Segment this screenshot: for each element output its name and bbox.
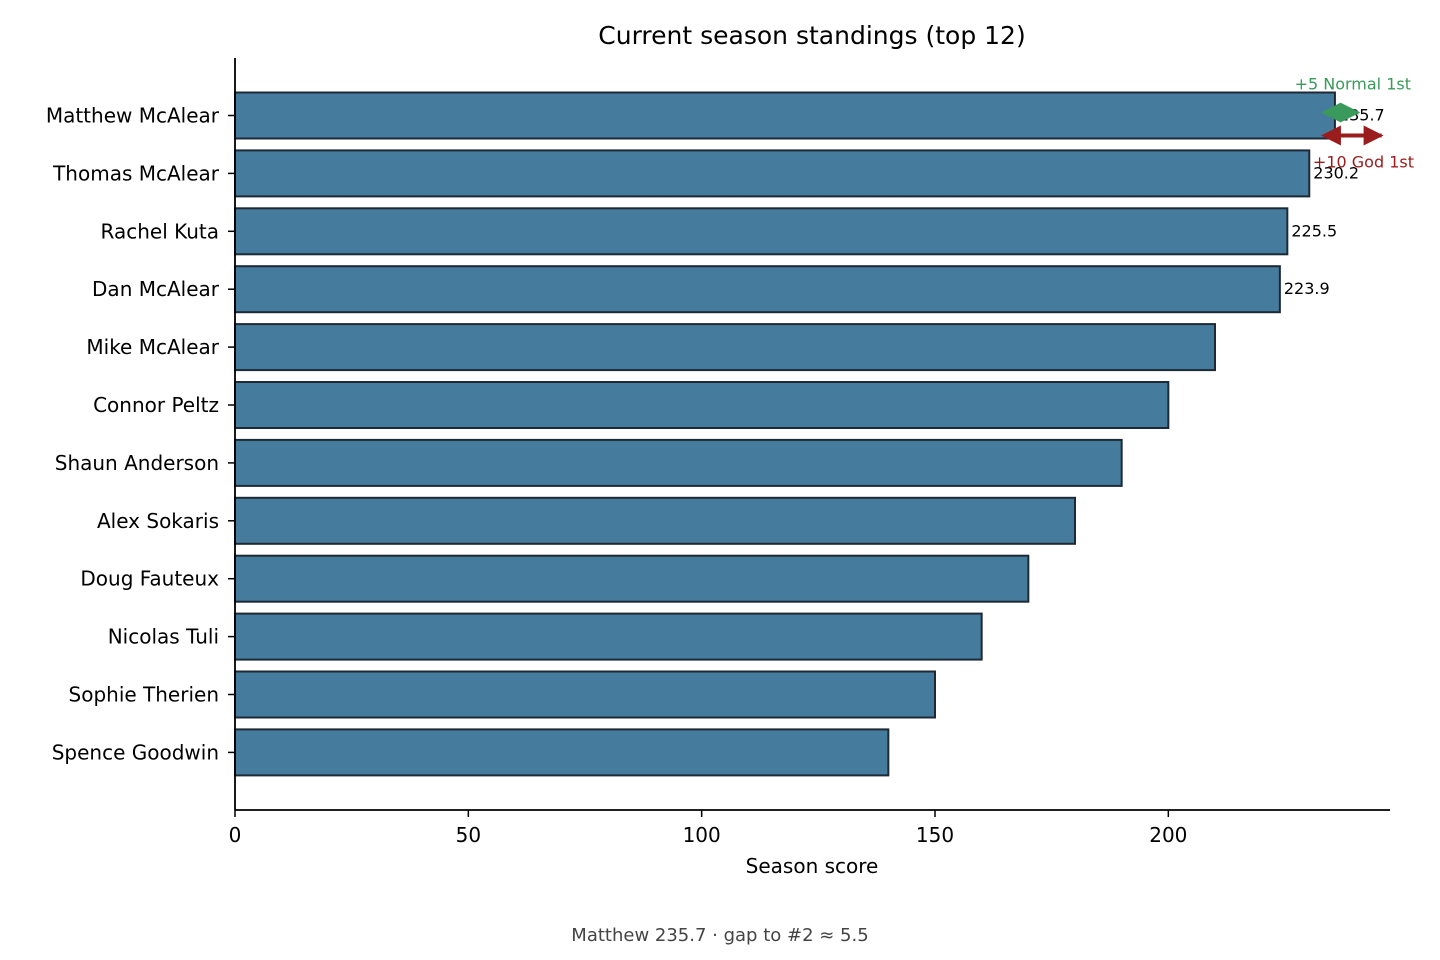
bar: [234, 670, 936, 719]
y-tick-label: Rachel Kuta: [101, 219, 220, 243]
bar: [234, 438, 1123, 487]
y-tick-label: Nicolas Tuli: [108, 625, 219, 649]
bar-value-label: 230.2: [1313, 163, 1359, 182]
bar: [234, 496, 1076, 545]
y-tick-label: Alex Sokaris: [97, 509, 219, 533]
bar: [234, 265, 1281, 314]
gap-annotation-label: +10 God 1st: [1313, 153, 1414, 172]
y-tick-label: Shaun Anderson: [55, 451, 219, 475]
annotations-layer: +5 Normal 1st +10 God 1st: [1295, 75, 1414, 172]
x-axis-label: Season score: [746, 854, 879, 878]
bar-value-label: 235.7: [1339, 106, 1385, 125]
axes-layer: Matthew McAlear Thomas McAlear Rachel Kuta…: [46, 58, 1390, 847]
bar: [234, 207, 1289, 256]
x-tick-label: 200: [1149, 823, 1187, 847]
x-tick-label: 0: [229, 823, 242, 847]
bar-value-label: 225.5: [1291, 221, 1337, 240]
y-tick-label: Matthew McAlear: [46, 104, 220, 128]
gap-annotation-label: +5 Normal 1st: [1295, 75, 1411, 94]
bar: [234, 381, 1170, 429]
y-tick-label: Doug Fauteux: [80, 567, 219, 591]
y-tick-label: Connor Peltz: [93, 393, 219, 417]
bar: [234, 554, 1030, 603]
bars-layer: 235.7 230.2 225.5 223.9: [234, 91, 1385, 777]
y-tick-label: Thomas McAlear: [52, 161, 220, 185]
bar: [234, 323, 1216, 372]
chart-caption: Matthew 235.7 · gap to #2 ≈ 5.5: [571, 925, 868, 946]
bar-value-label: 223.9: [1284, 279, 1330, 298]
y-tick-label: Sophie Therien: [69, 683, 219, 707]
x-tick-label: 50: [456, 823, 481, 847]
y-tick-label: Dan McAlear: [92, 277, 220, 301]
bar: [234, 149, 1311, 198]
y-tick-label: Mike McAlear: [86, 335, 219, 359]
bar: [234, 612, 983, 661]
x-tick-label: 100: [683, 823, 721, 847]
chart-title: Current season standings (top 12): [598, 21, 1025, 50]
x-tick-label: 150: [916, 823, 954, 847]
bar: [234, 728, 890, 777]
bar: [234, 91, 1336, 140]
y-tick-label: Spence Goodwin: [52, 740, 219, 764]
